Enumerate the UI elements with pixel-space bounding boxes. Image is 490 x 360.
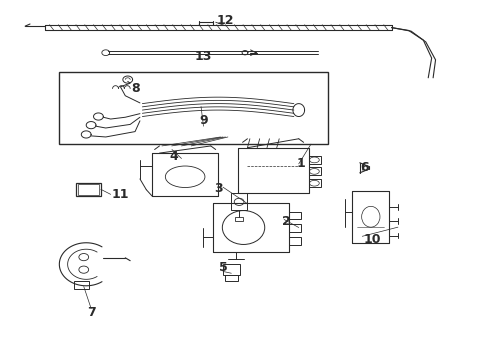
Bar [225,275,238,282]
Text: 1: 1 [297,157,306,170]
Text: 7: 7 [87,306,96,319]
Text: 10: 10 [363,233,381,246]
Text: 5: 5 [219,261,227,274]
Bar [309,167,321,175]
Bar [235,217,243,221]
Text: 6: 6 [361,161,369,174]
Bar [289,237,301,245]
Text: 2: 2 [282,215,291,228]
Text: 4: 4 [170,150,178,163]
Text: 3: 3 [214,183,222,195]
Text: 11: 11 [112,188,129,201]
Text: 13: 13 [195,50,212,63]
Bar [309,179,321,187]
Bar [59,72,328,144]
Bar [289,212,301,220]
Bar [74,281,89,289]
Bar [289,224,301,232]
Text: 12: 12 [217,14,234,27]
Bar [223,264,240,275]
Text: 9: 9 [199,114,208,127]
Bar [78,184,99,195]
Text: 8: 8 [131,82,139,95]
Bar [309,156,321,164]
Bar [231,193,247,211]
Bar [76,183,101,196]
